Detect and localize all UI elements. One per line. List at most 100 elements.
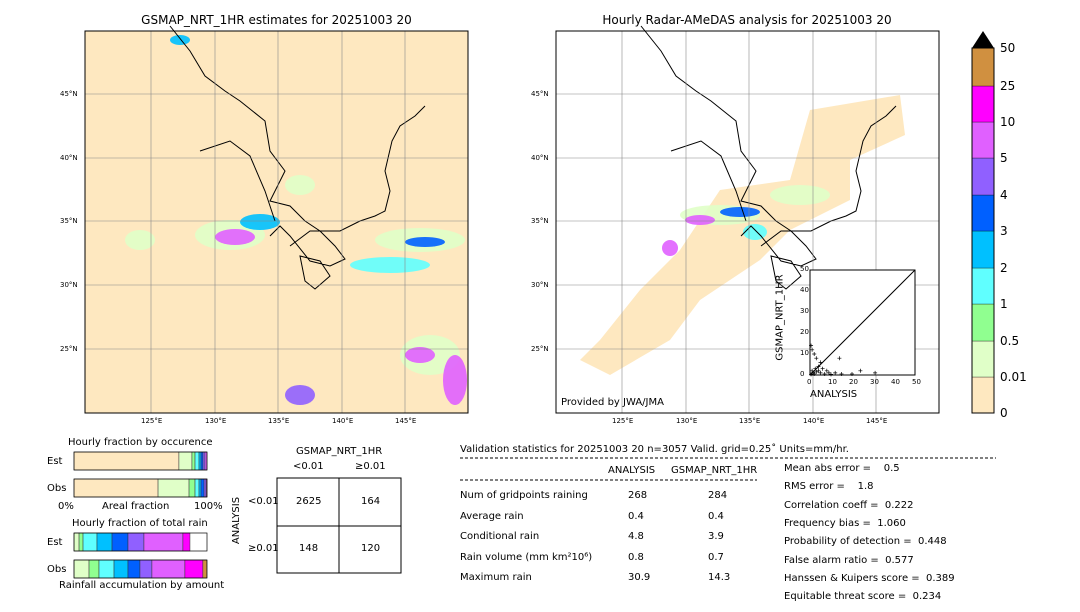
scatter-point xyxy=(829,372,833,377)
scatter-point xyxy=(873,370,878,375)
stats-header: Validation statistics for 20251003 20 n=… xyxy=(460,444,849,455)
fraction-bar-segment xyxy=(139,559,153,579)
score-line: Frequency bias = 1.060 xyxy=(784,517,906,529)
right-map-frame xyxy=(555,30,940,414)
colorbar-tick: 1 xyxy=(1000,297,1008,311)
scatter-ylabel: GSMAP_NRT_1HR xyxy=(774,274,786,361)
table-row-0: <0.01 xyxy=(248,496,279,507)
right-lon-tick: 145°E xyxy=(866,417,888,425)
right-lon-tick: 140°E xyxy=(803,417,825,425)
cell-0-1: 164 xyxy=(361,496,381,507)
scatter-point xyxy=(809,372,814,377)
scatter-x-tick: 50 xyxy=(912,378,921,386)
colorbar-bin xyxy=(971,376,995,414)
fraction-bar-segment xyxy=(182,532,191,552)
colorbar-tick: 0 xyxy=(1000,406,1008,420)
right-map-title: Hourly Radar-AMeDAS analysis for 2025100… xyxy=(602,13,892,27)
rain-xlabel: Rainfall accumulation by amount xyxy=(59,580,225,591)
left-lat-tick: 25°N xyxy=(60,345,78,353)
left-rain-area xyxy=(350,257,430,273)
stats-col-gsmap: GSMAP_NRT_1HR xyxy=(671,465,758,476)
rain-obs-label: Obs xyxy=(47,564,67,575)
score-line: Mean abs error = 0.5 xyxy=(784,463,900,474)
left-lon-tick: 135°E xyxy=(268,417,290,425)
fraction-bar-segment xyxy=(178,451,193,471)
scatter-point xyxy=(809,343,814,348)
scatter-y-tick: 50 xyxy=(800,265,809,273)
fraction-bar-segment xyxy=(78,532,84,552)
colorbar-tick: 4 xyxy=(1000,188,1008,202)
left-rain-area xyxy=(170,35,190,45)
fraction-bar-segment xyxy=(194,478,200,498)
colorbar-bin xyxy=(971,47,995,87)
fraction-bar-segment xyxy=(73,478,159,498)
scatter-y-tick: 40 xyxy=(800,286,809,294)
colorbar-tick: 2 xyxy=(1000,261,1008,275)
left-rain-area xyxy=(240,214,280,230)
fraction-bar-segment xyxy=(151,559,186,579)
left-lon-tick: 125°E xyxy=(141,417,163,425)
rain-est-label: Est xyxy=(47,537,63,548)
left-rain-area xyxy=(443,355,467,405)
colorbar-tick: 25 xyxy=(1000,79,1016,93)
left-lon-tick: 130°E xyxy=(205,417,227,425)
stat-analysis-value: 268 xyxy=(628,490,648,501)
colorbar-bin xyxy=(971,157,995,196)
scatter-point xyxy=(814,356,819,361)
stat-label: Rain volume (mm km²10⁶) xyxy=(460,551,593,563)
fraction-bar-segment xyxy=(73,532,80,552)
table-col-0: <0.01 xyxy=(293,461,324,472)
stat-analysis-value: 0.8 xyxy=(628,551,644,563)
fraction-bar-segment xyxy=(203,478,207,498)
stat-label: Conditional rain xyxy=(460,531,540,542)
colorbar-tick: 0.01 xyxy=(1000,370,1027,384)
right-lon-tick: 130°E xyxy=(676,417,698,425)
score-line: Equitable threat score = 0.234 xyxy=(784,591,942,603)
left-rain-area xyxy=(285,385,315,405)
scatter-point xyxy=(816,368,821,373)
right-lat-tick: 40°N xyxy=(531,154,549,162)
left-lat-tick: 45°N xyxy=(60,90,78,98)
fraction-bar-frame xyxy=(73,451,208,471)
left-rain-area xyxy=(405,237,445,247)
scatter-point xyxy=(810,368,815,373)
colorbar-bin xyxy=(971,267,995,305)
colorbar-bin xyxy=(971,121,995,159)
stats-col-analysis: ANALYSIS xyxy=(608,465,656,476)
fraction-bar-frame xyxy=(73,559,208,579)
occ-obs-label: Obs xyxy=(47,483,67,494)
left-lat-tick: 40°N xyxy=(60,154,78,162)
table-row-title: ANALYSIS xyxy=(231,496,243,545)
stat-gsmap-value: 3.9 xyxy=(708,531,724,542)
stat-label: Average rain xyxy=(460,510,524,522)
fraction-bar-segment xyxy=(143,532,184,552)
scatter-point xyxy=(820,366,825,371)
colorbar-frame xyxy=(971,47,995,414)
scatter-point xyxy=(816,364,821,369)
left-rain-area xyxy=(285,175,315,195)
fraction-bar-segment xyxy=(127,559,141,579)
occurrence-title: Hourly fraction by occurence xyxy=(68,437,213,448)
right-coastline xyxy=(640,25,897,290)
stat-analysis-value: 4.8 xyxy=(628,531,644,542)
right-rain-area xyxy=(770,185,830,205)
scatter-y-tick: 0 xyxy=(800,370,805,378)
cell-0-0: 2625 xyxy=(296,496,322,507)
scatter-point xyxy=(837,356,842,361)
fraction-bar-segment xyxy=(191,451,196,471)
left-rain-area xyxy=(125,230,155,250)
fraction-bar-segment xyxy=(194,451,200,471)
fraction-bar-segment xyxy=(73,451,180,471)
fraction-bar-segment xyxy=(202,559,208,579)
cell-1-0: 148 xyxy=(299,543,319,554)
scatter-x-tick: 20 xyxy=(849,378,858,386)
score-line: Probability of detection = 0.448 xyxy=(784,536,947,548)
scatter-point xyxy=(826,370,831,375)
scatter-y-tick: 30 xyxy=(800,307,809,315)
fraction-bar-segment xyxy=(111,532,129,552)
colorbar-tick: 3 xyxy=(1000,224,1008,238)
stat-gsmap-value: 284 xyxy=(708,490,728,501)
colorbar-bin xyxy=(971,340,995,378)
score-line: Hanssen & Kuipers score = 0.389 xyxy=(784,572,955,584)
fraction-bar-segment xyxy=(184,559,204,579)
